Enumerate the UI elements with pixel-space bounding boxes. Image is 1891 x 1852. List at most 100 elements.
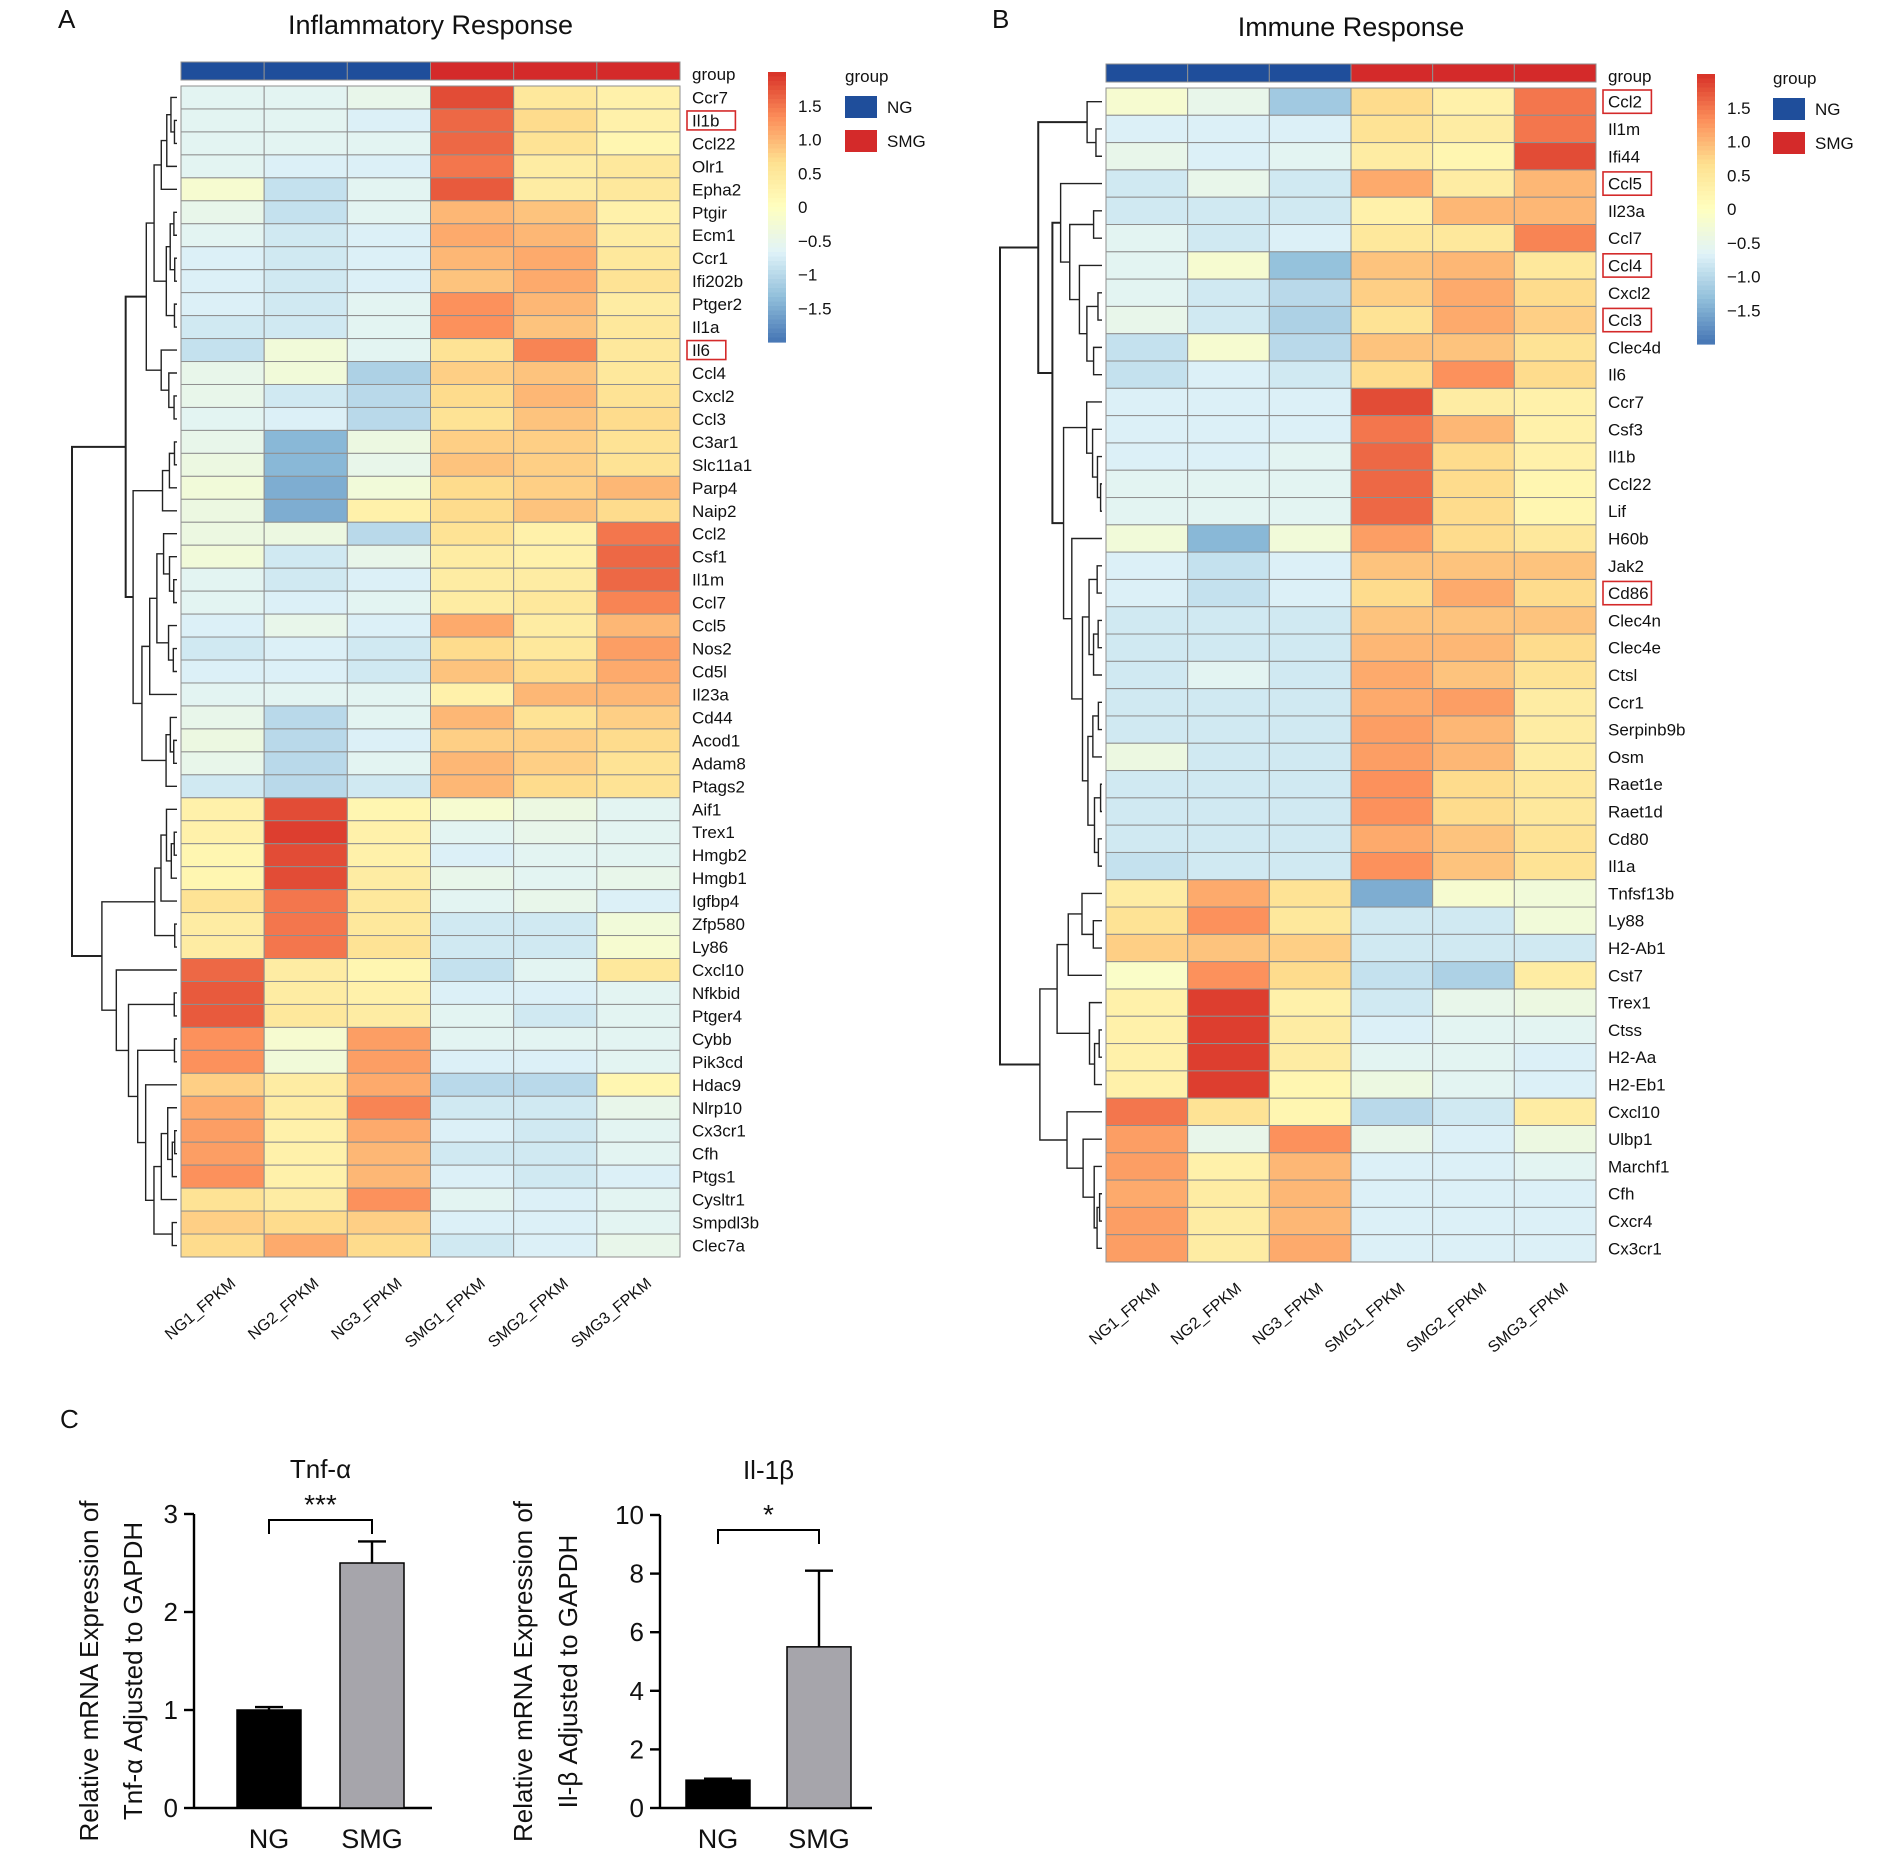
heatmap-cell <box>1350 879 1434 908</box>
colorbar-segment <box>768 256 786 262</box>
dendrogram-branch <box>173 831 177 856</box>
dendrogram-branch <box>165 808 177 862</box>
heatmap-cell <box>513 935 598 960</box>
heatmap-cell <box>1187 497 1270 526</box>
heatmap-cell <box>1187 169 1270 198</box>
dendrogram-branch <box>1086 100 1102 144</box>
heatmap-cell <box>1105 851 1189 881</box>
heatmap-cell <box>346 315 432 340</box>
heatmap-cell <box>1432 415 1515 444</box>
colorbar-segment <box>1697 276 1715 282</box>
heatmap-cell <box>180 1095 265 1120</box>
heatmap-cell <box>1513 551 1597 580</box>
heatmap-cell <box>263 1003 348 1028</box>
heatmap-cell <box>430 429 515 454</box>
row-label: Clec4d <box>1608 338 1661 357</box>
dendrogram-branch <box>170 843 177 879</box>
dendrogram-branch <box>172 647 177 673</box>
column-label: SMG2_FPKM <box>485 1275 572 1351</box>
heatmap-cell <box>1187 715 1270 744</box>
heatmap-cell <box>1432 142 1515 171</box>
heatmap-cell <box>430 246 515 271</box>
row-label: Hmgb1 <box>692 869 747 888</box>
heatmap-cell <box>513 590 598 615</box>
heatmap-cell <box>513 659 598 684</box>
group-annotation-cell <box>430 61 515 81</box>
heatmap-cell <box>263 912 348 937</box>
colorbar-segment <box>768 229 786 235</box>
heatmap-cell <box>1105 1152 1189 1181</box>
row-label: Ccl22 <box>692 134 735 153</box>
heatmap-cell <box>513 820 598 845</box>
heatmap-cell <box>1432 961 1515 990</box>
heatmap-cell <box>180 866 265 891</box>
heatmap-cell <box>346 958 432 982</box>
heatmap-cell <box>263 636 348 661</box>
heatmap-cell <box>1187 278 1270 307</box>
heatmap-cell <box>430 912 515 937</box>
colorbar-segment <box>1697 150 1715 156</box>
row-label: Il1a <box>1608 857 1636 876</box>
heatmap-cell <box>180 590 265 615</box>
colorbar-tick-label: 0.5 <box>1727 166 1751 185</box>
heatmap-cell <box>346 613 432 638</box>
heatmap-cell <box>596 1118 681 1143</box>
heatmap-cell <box>1513 142 1597 171</box>
row-label: Naip2 <box>692 502 736 521</box>
bar-chart-tnf-alpha: Tnf-α 0 1 2 3 Relative mRNA Expression of Tnf-… <box>74 1454 432 1852</box>
row-label: Csf3 <box>1608 420 1643 439</box>
heatmap-cell <box>346 1118 432 1143</box>
heatmap-cell <box>1513 742 1597 772</box>
colorbar-segment <box>768 279 786 285</box>
heatmap-cell <box>430 1141 515 1166</box>
row-label: Il1b <box>1608 448 1635 467</box>
heatmap-cell <box>430 521 515 546</box>
heatmap-cell <box>346 980 432 1005</box>
heatmap-cell <box>1105 305 1189 335</box>
row-label: Cx3cr1 <box>692 1122 746 1141</box>
heatmap-cell <box>1432 114 1515 144</box>
heatmap-cell <box>1105 742 1189 772</box>
heatmap-cell <box>263 682 348 707</box>
heatmap-cell <box>596 131 681 156</box>
heatmap-cell <box>1268 1234 1352 1263</box>
row-label: Hmgb2 <box>692 846 747 865</box>
heatmap-cell <box>180 1118 265 1143</box>
colorbar-segment <box>768 328 786 334</box>
heatmap-cell <box>1350 251 1434 280</box>
dendrogram-branch <box>1093 797 1101 854</box>
colorbar-segment <box>1697 236 1715 242</box>
heatmap-cell <box>1432 715 1515 744</box>
heatmap-cell <box>180 1026 265 1051</box>
heatmap-cell <box>1513 660 1597 690</box>
heatmap-cell <box>1268 688 1352 717</box>
heatmap-cell <box>513 154 598 179</box>
heatmap-cell <box>513 338 598 363</box>
heatmap-cell <box>263 774 348 799</box>
heatmap-cell <box>1513 469 1597 499</box>
heatmap-cell <box>513 177 598 202</box>
colorbar-tick-label: −1 <box>798 266 817 285</box>
colorbar-segment <box>1697 155 1715 161</box>
heatmap-cell <box>263 315 348 340</box>
heatmap-cell <box>1105 169 1189 198</box>
heatmap-cell <box>596 567 681 592</box>
dendrogram-branch <box>153 1165 173 1235</box>
heatmap-cell <box>180 774 265 799</box>
dendrogram-branch <box>132 489 163 705</box>
dendrogram-branch <box>1092 920 1102 949</box>
colorbar-segment <box>768 130 786 136</box>
heatmap-cell <box>1105 524 1189 553</box>
row-label: Nlrp10 <box>692 1099 742 1118</box>
heatmap-cell <box>1513 1043 1597 1072</box>
row-label: Cxcl10 <box>692 961 744 980</box>
colorbar-segment <box>768 108 786 114</box>
heatmap-cell <box>263 751 348 776</box>
heatmap-cell <box>1105 1206 1189 1236</box>
row-label: Ptgir <box>692 203 727 222</box>
heatmap-cell <box>1187 1234 1270 1263</box>
colorbar-tick-label: 1.0 <box>798 131 822 150</box>
colorbar-segment <box>1697 114 1715 120</box>
dendrogram-branch <box>154 867 175 937</box>
